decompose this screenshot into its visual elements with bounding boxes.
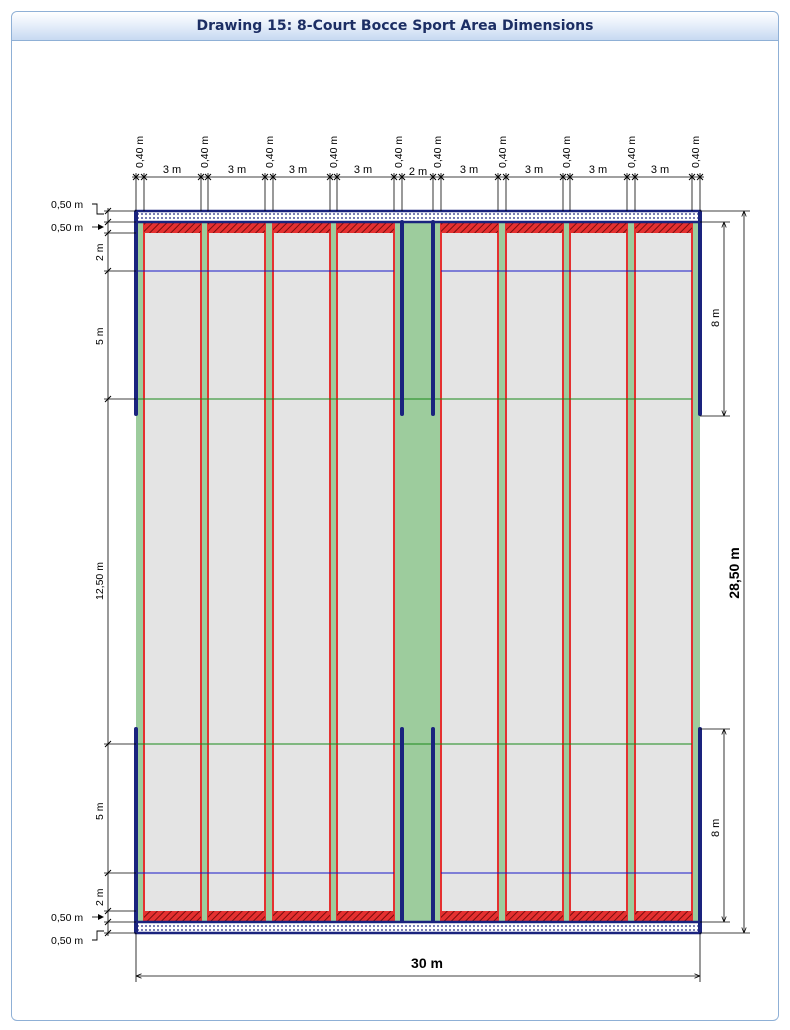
eight-m-label: 8 m: [710, 819, 722, 837]
bottom-dimension: [135, 933, 701, 982]
court-end-board: [273, 223, 330, 233]
court-end-board: [635, 911, 692, 921]
gap-label: 0,40 m: [690, 136, 702, 168]
court-end-board: [506, 911, 563, 921]
center-walkway: [401, 222, 434, 922]
two-m-label: 2 m: [94, 243, 106, 261]
gap-label: 0,40 m: [626, 136, 638, 168]
court-end-board: [635, 223, 692, 233]
court-end-board: [208, 223, 265, 233]
court-end-board: [337, 911, 394, 921]
court-7: [569, 221, 628, 922]
court-width-label: 3 m: [460, 164, 478, 176]
court-6: [505, 221, 564, 922]
end-wall-label: 0,50 m: [51, 935, 83, 947]
court-width-label: 3 m: [289, 164, 307, 176]
court-width-label: 3 m: [651, 164, 669, 176]
gap-label: 0,40 m: [328, 136, 340, 168]
court-2: [207, 221, 266, 922]
drawing-title: Drawing 15: 8-Court Bocce Sport Area Dim…: [12, 12, 778, 41]
gap-label: 0,40 m: [264, 136, 276, 168]
court-width-label: 3 m: [228, 164, 246, 176]
bottom-end-wall: [134, 920, 702, 935]
courts: [143, 221, 693, 922]
court-width-label: 3 m: [589, 164, 607, 176]
gap-label: 0,40 m: [497, 136, 509, 168]
top-dimensions: [132, 173, 704, 211]
court-end-board: [208, 911, 265, 921]
five-m-label: 5 m: [94, 327, 106, 345]
court-lines: [136, 270, 692, 874]
left-leader-arrows: [98, 224, 104, 920]
total-width-label: 30 m: [411, 955, 443, 971]
court-end-board: [441, 911, 498, 921]
court-end-board: [337, 223, 394, 233]
court-8: [634, 221, 693, 922]
middle-label: 12,50 m: [94, 562, 106, 600]
gap-label: 0,40 m: [432, 136, 444, 168]
court-end-board: [273, 911, 330, 921]
gap-label: 0,40 m: [393, 136, 405, 168]
court-end-board: [144, 223, 201, 233]
court-end-board: [506, 223, 563, 233]
two-m-label: 2 m: [94, 888, 106, 906]
left-dimensions: [92, 203, 136, 941]
court-width-label: 3 m: [525, 164, 543, 176]
court-end-board: [570, 223, 627, 233]
top-width-labels: 3 m 3 m 3 m 3 m 2 m 3 m 3 m 3 m 3 m: [163, 164, 669, 178]
right-dim-labels: 8 m 8 m 28,50 m: [710, 309, 742, 837]
total-length-label: 28,50 m: [726, 547, 742, 598]
gap-label: 0,40 m: [134, 136, 146, 168]
court-5: [440, 221, 499, 922]
top-gap-labels: 0,40 m 0,40 m 0,40 m 0,40 m 0,40 m 0,40 …: [134, 136, 702, 168]
end-wall-label: 0,50 m: [51, 199, 83, 211]
eight-m-label: 8 m: [710, 309, 722, 327]
court-3: [272, 221, 331, 922]
center-width-label: 2 m: [409, 166, 427, 178]
gap-label: 0,40 m: [561, 136, 573, 168]
court-end-board: [441, 223, 498, 233]
court-width-label: 3 m: [354, 164, 372, 176]
left-dim-labels: 0,50 m 0,50 m 2 m 5 m 12,50 m 5 m 2 m 0,…: [51, 199, 106, 947]
right-dimensions: [700, 210, 750, 934]
gap-label: 0,40 m: [199, 136, 211, 168]
court-1: [143, 221, 202, 922]
end-board-label: 0,50 m: [51, 222, 83, 234]
court-width-label: 3 m: [163, 164, 181, 176]
end-board-label: 0,50 m: [51, 912, 83, 924]
court-end-board: [570, 911, 627, 921]
court-4: [336, 221, 395, 922]
five-m-label: 5 m: [94, 802, 106, 820]
top-end-wall: [134, 209, 702, 224]
court-end-board: [144, 911, 201, 921]
side-walls: [134, 210, 702, 934]
